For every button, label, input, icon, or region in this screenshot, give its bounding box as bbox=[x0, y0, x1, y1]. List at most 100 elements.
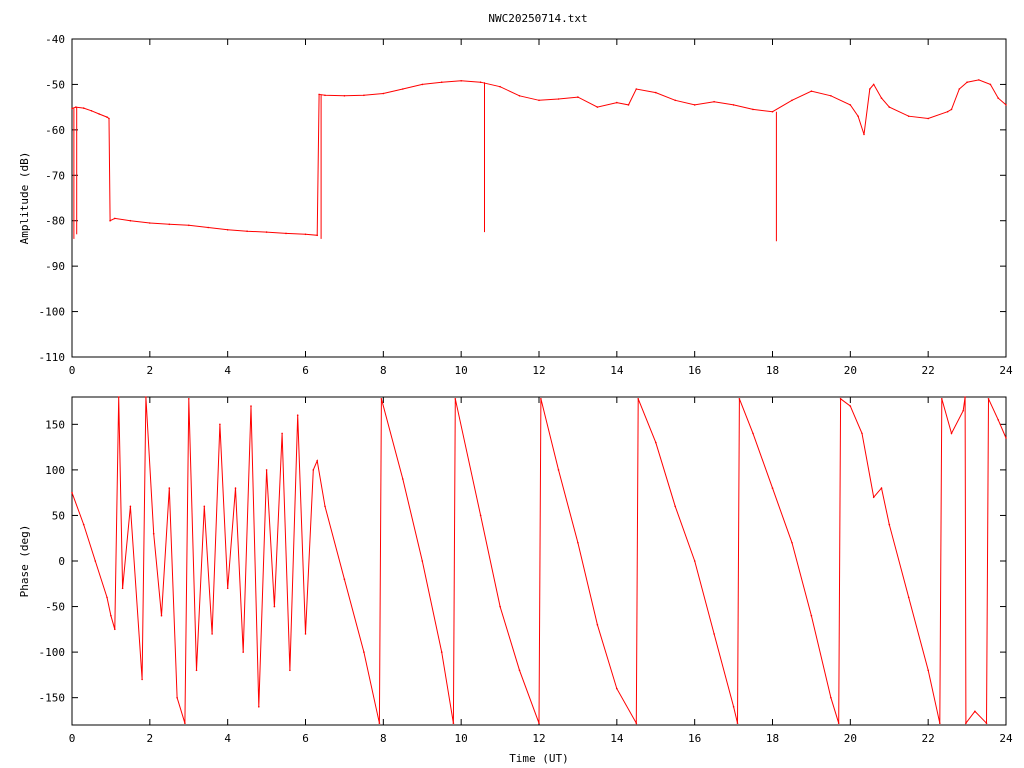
amplitude-data-point bbox=[518, 95, 521, 97]
phase-data-point bbox=[635, 722, 638, 724]
phase-x-tick-label: 10 bbox=[455, 732, 468, 745]
phase-data-point bbox=[363, 651, 365, 653]
phase-data-point bbox=[258, 706, 260, 708]
phase-data-point bbox=[176, 696, 178, 699]
phase-data-point bbox=[941, 398, 943, 400]
chart-title: NWC20250714.txt bbox=[488, 12, 587, 25]
amplitude-data-point bbox=[149, 222, 151, 224]
amplitude-data-point bbox=[863, 133, 865, 136]
phase-data-point bbox=[421, 560, 424, 562]
amplitude-data-point bbox=[752, 108, 754, 111]
amplitude-data-point bbox=[265, 231, 268, 233]
phase-y-tick-label: 50 bbox=[52, 509, 65, 522]
amplitude-data-point bbox=[363, 94, 365, 97]
amplitude-data-point bbox=[90, 110, 93, 112]
phase-data-point bbox=[226, 587, 229, 590]
amplitude-data-point bbox=[82, 107, 85, 109]
amplitude-y-tick-label: -50 bbox=[45, 78, 65, 91]
phase-data-point bbox=[907, 596, 910, 599]
amplitude-x-tick-label: 22 bbox=[922, 364, 935, 377]
phase-data-point bbox=[771, 487, 774, 489]
phase-data-point bbox=[242, 651, 244, 653]
phase-data-point bbox=[713, 633, 715, 635]
phase-data-point bbox=[674, 505, 676, 508]
amplitude-data-point bbox=[109, 219, 111, 222]
phase-data-point bbox=[830, 696, 832, 699]
phase-data-point bbox=[402, 478, 404, 480]
amplitude-x-tick-label: 10 bbox=[455, 364, 468, 377]
phase-data-point bbox=[343, 578, 346, 580]
amplitude-data-point bbox=[188, 224, 190, 227]
phase-data-point bbox=[234, 487, 237, 489]
amplitude-data-point bbox=[732, 104, 735, 106]
phase-data-point bbox=[378, 722, 381, 724]
phase-data-point bbox=[168, 487, 171, 489]
phase-data-point bbox=[129, 505, 132, 508]
amplitude-y-tick-label: -80 bbox=[45, 215, 65, 228]
amplitude-data-point bbox=[849, 104, 852, 106]
phase-y-tick-label: -50 bbox=[45, 601, 65, 614]
amplitude-data-point bbox=[246, 230, 248, 232]
amplitude-plot-frame bbox=[71, 38, 1007, 358]
phase-data-point bbox=[250, 405, 252, 407]
amplitude-data-point bbox=[693, 104, 696, 106]
amplitude-data-point bbox=[596, 106, 599, 108]
phase-data-point bbox=[596, 624, 599, 626]
amplitude-y-tick-label: -70 bbox=[45, 169, 65, 182]
phase-data-point bbox=[738, 398, 741, 400]
phase-data-point bbox=[577, 542, 579, 544]
amplitude-x-tick-label: 6 bbox=[302, 364, 309, 377]
phase-data-point bbox=[962, 409, 964, 412]
phase-data-point bbox=[188, 398, 190, 400]
amplitude-data-point bbox=[106, 116, 108, 118]
phase-x-tick-label: 16 bbox=[688, 732, 701, 745]
amplitude-data-point bbox=[460, 80, 463, 82]
amplitude-data-point bbox=[627, 104, 630, 106]
amplitude-data-point bbox=[713, 100, 715, 103]
phase-data-point bbox=[141, 678, 143, 681]
phase-data-point bbox=[289, 669, 291, 672]
phase-data-point bbox=[184, 722, 186, 724]
phase-series-line bbox=[71, 396, 1007, 726]
amplitude-data-point bbox=[1005, 104, 1007, 106]
amplitude-y-tick-label: -40 bbox=[45, 33, 65, 46]
amplitude-data-point bbox=[907, 115, 910, 117]
phase-data-point bbox=[637, 398, 639, 400]
phase-data-point bbox=[452, 722, 455, 724]
phase-data-point bbox=[195, 669, 198, 672]
amplitude-data-point bbox=[880, 97, 883, 99]
phase-data-point bbox=[296, 414, 299, 417]
amplitude-data-point bbox=[421, 83, 424, 86]
phase-y-tick-label: -150 bbox=[39, 692, 66, 705]
phase-data-point bbox=[736, 722, 739, 724]
phase-x-tick-label: 14 bbox=[610, 732, 624, 745]
phase-data-point bbox=[106, 596, 108, 599]
amplitude-data-point bbox=[950, 108, 953, 111]
phase-data-point bbox=[987, 398, 990, 400]
phase-data-point bbox=[693, 560, 696, 562]
amplitude-data-point bbox=[343, 95, 346, 97]
phase-data-point bbox=[791, 542, 793, 544]
amplitude-data-point bbox=[226, 229, 229, 231]
amplitude-x-tick-label: 4 bbox=[224, 364, 231, 377]
amplitude-data-point bbox=[997, 97, 999, 99]
amplitude-data-point bbox=[318, 93, 320, 96]
phase-data-point bbox=[880, 487, 883, 489]
phase-data-point bbox=[849, 405, 852, 407]
phase-data-point bbox=[518, 669, 521, 672]
amplitude-y-tick-label: -100 bbox=[39, 306, 66, 319]
phase-data-point bbox=[71, 491, 73, 494]
phase-data-point bbox=[110, 614, 112, 617]
phase-data-point bbox=[927, 669, 929, 672]
amplitude-data-point bbox=[71, 107, 73, 110]
phase-x-tick-label: 20 bbox=[844, 732, 857, 745]
amplitude-data-point bbox=[479, 81, 482, 83]
amplitude-data-point bbox=[577, 96, 579, 98]
phase-y-tick-label: 0 bbox=[58, 555, 65, 568]
amplitude-data-point bbox=[168, 223, 171, 226]
amplitude-data-point bbox=[888, 106, 891, 108]
amplitude-data-point bbox=[304, 233, 307, 236]
phase-data-point bbox=[94, 560, 97, 562]
phase-data-point bbox=[839, 398, 842, 400]
